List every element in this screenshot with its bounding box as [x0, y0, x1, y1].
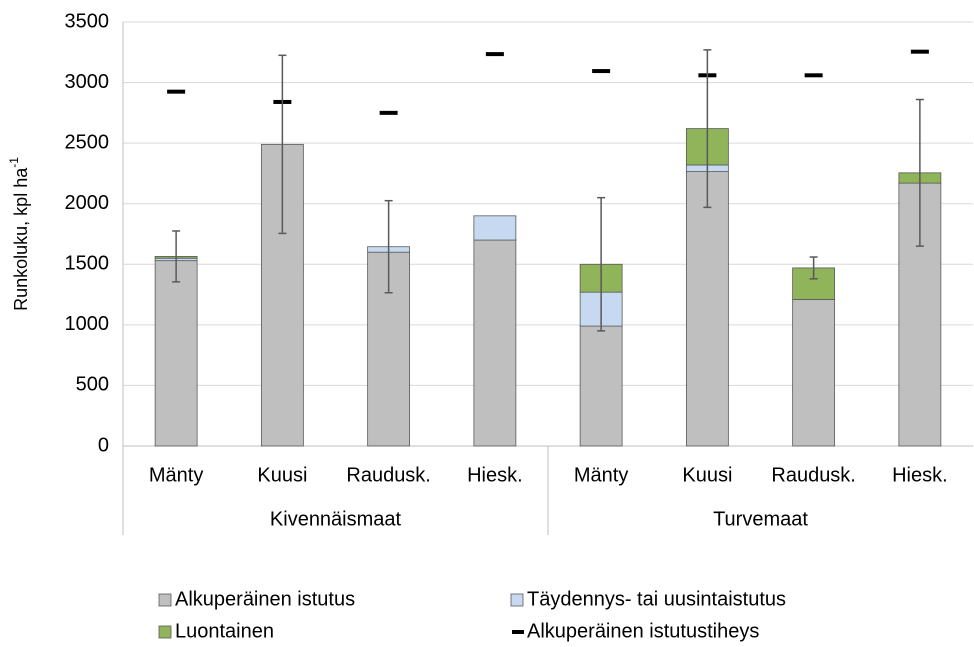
- bar-segment: [473, 239, 517, 447]
- bar-segment: [154, 260, 198, 447]
- bar-segment: [792, 299, 836, 447]
- group-label: Kivennäismaat: [270, 508, 402, 530]
- legend-label: Luontainen: [175, 620, 274, 642]
- y-tick-label: 500: [76, 374, 109, 396]
- y-tick-label: 1500: [65, 253, 110, 275]
- y-tick-label: 3500: [65, 10, 110, 32]
- y-tick-label: 0: [98, 434, 109, 456]
- bar-segment: [685, 171, 729, 447]
- y-tick-label: 3000: [65, 71, 110, 93]
- legend-swatch: [512, 630, 524, 634]
- target-marker: [804, 73, 823, 78]
- bar-segment: [792, 267, 836, 300]
- x-tick-label: Mänty: [574, 464, 628, 486]
- legend-swatch: [510, 593, 524, 607]
- target-marker: [592, 69, 611, 74]
- target-marker: [910, 49, 929, 54]
- x-tick-label: Hiesk.: [892, 464, 948, 486]
- y-axis-title-sup: -1: [7, 157, 21, 168]
- target-marker: [485, 52, 504, 57]
- x-tick-label: Mänty: [149, 464, 203, 486]
- bar-segment: [473, 215, 517, 241]
- y-tick-label: 2000: [65, 192, 110, 214]
- legend-label: Alkuperäinen istutus: [175, 588, 355, 610]
- y-axis-title: Runkoluku, kpl ha-1: [7, 157, 31, 311]
- x-tick-label: Kuusi: [257, 464, 307, 486]
- target-marker: [167, 89, 186, 94]
- y-tick-label: 2500: [65, 131, 110, 153]
- legend-label: Täydennys- tai uusintaistutus: [527, 588, 786, 610]
- x-tick-label: Hiesk.: [467, 464, 523, 486]
- legend-swatch: [158, 593, 172, 607]
- group-label: Turvemaat: [713, 508, 808, 530]
- x-tick-label: Raudusk.: [346, 464, 431, 486]
- legend-swatch: [158, 625, 172, 639]
- x-tick-label: Kuusi: [682, 464, 732, 486]
- bar-segment: [579, 325, 623, 447]
- legend-label: Alkuperäinen istutustiheys: [527, 620, 759, 642]
- x-tick-label: Raudusk.: [771, 464, 856, 486]
- y-tick-label: 1000: [65, 313, 110, 335]
- target-marker: [379, 110, 398, 115]
- y-axis-title-text: Runkoluku, kpl ha: [11, 167, 31, 311]
